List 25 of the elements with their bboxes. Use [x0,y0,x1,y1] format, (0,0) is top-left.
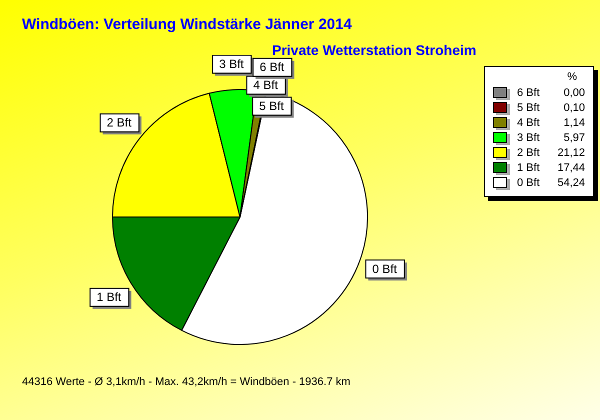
data-label: 0,10 [562,102,585,114]
data-label: 21,12 [556,146,585,158]
legend-label: 0 Bft [517,176,541,188]
text: 0,00 [564,86,585,98]
legend-label: 2 Bft [517,146,541,158]
text: 44316 Werte - Ø 3,1km/h - Max. 43,2km/h = Windböen - 1936.7 km [22,376,350,388]
legend-label: 6 Bft [260,60,285,74]
slice-label: 4 Bft [253,78,279,92]
slice-label: 2 Bft [106,116,132,130]
data-label: 1,14 [562,116,585,128]
data-label: 54,24 [556,176,585,188]
legend-label: 3 Bft [517,132,541,144]
data-label: 17,44 [556,162,585,174]
slice-label: 3 Bft [219,57,244,72]
chart-title: Windböen: Verteilung Windstärke Jänner 2014 [22,16,352,33]
chart-subtitle: Private Wetterstation Stroheim [272,42,476,58]
category-label: 6 Bft [517,86,540,98]
category-label: 5 Bft [259,99,284,114]
legend-label: 5 Bft [517,102,541,114]
slice-label: 1 Bft [96,290,122,304]
legend-label: 4 Bft [517,116,541,128]
legend-title: % [566,71,578,83]
data-label: 5,97 [562,132,585,144]
slice-label: 0 Bft [372,262,398,276]
legend-label: 1 Bft [517,162,541,174]
